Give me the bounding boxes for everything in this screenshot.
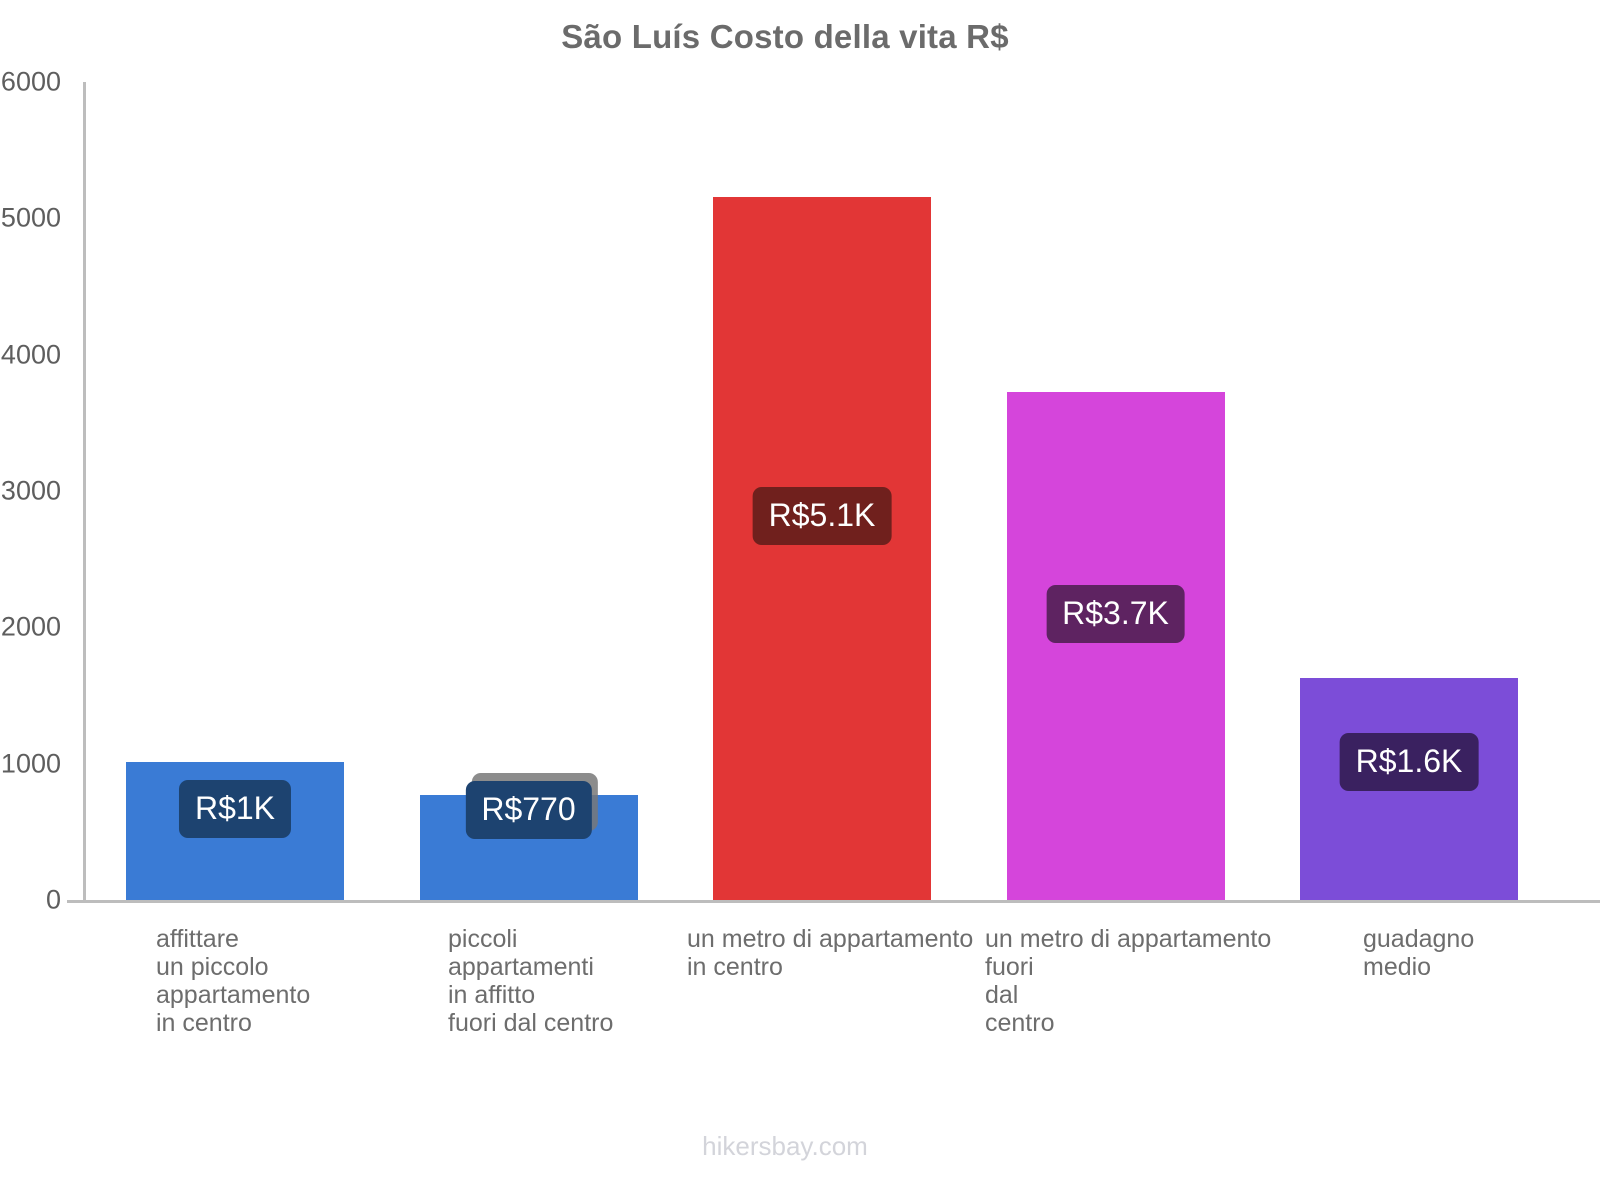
x-axis-category-label: guadagno medio bbox=[1363, 925, 1475, 981]
y-axis-tick-label: 3000 bbox=[0, 475, 61, 506]
y-axis-tick-label: 0 bbox=[45, 884, 61, 915]
y-axis-line bbox=[83, 82, 86, 900]
bar[interactable]: R$5.1K bbox=[713, 196, 931, 900]
x-axis-category-label: un metro di appartamento in centro bbox=[687, 925, 974, 981]
y-axis-tick-label: 4000 bbox=[0, 339, 61, 370]
bar[interactable]: R$1.6K bbox=[1300, 677, 1518, 900]
bar-rect bbox=[713, 196, 931, 900]
bar[interactable]: R$3.7K bbox=[1006, 391, 1225, 900]
bar-rect bbox=[1006, 391, 1225, 900]
footer-watermark: hikersbay.com bbox=[702, 1131, 868, 1161]
bar[interactable]: R$1K bbox=[126, 762, 344, 900]
bar-value-label: R$3.7K bbox=[1046, 584, 1185, 643]
x-axis-category-label: affittare un piccolo appartamento in cen… bbox=[156, 925, 311, 1037]
y-axis-tick-label: 6000 bbox=[0, 66, 61, 97]
bar[interactable]: R$770 bbox=[419, 781, 638, 900]
y-axis-tick-label: 1000 bbox=[0, 748, 61, 779]
bar-value-label: R$1K bbox=[178, 780, 292, 839]
bar-value-label: R$770 bbox=[465, 781, 592, 840]
y-axis-tick-label: 5000 bbox=[0, 202, 61, 233]
y-axis-tick-label: 2000 bbox=[0, 611, 61, 642]
x-axis-category-label: piccoli appartamenti in affitto fuori da… bbox=[448, 925, 614, 1037]
x-axis-category-label: un metro di appartamento fuori dal centr… bbox=[985, 925, 1272, 1037]
bar-value-label: R$5.1K bbox=[752, 486, 892, 545]
plot-area: 0 1000 2000 3000 4000 5000 6000 R$1K R$770 R$5.1… bbox=[1, 67, 1600, 915]
bar-value-label: R$1.6K bbox=[1339, 732, 1479, 791]
x-axis-line bbox=[67, 900, 1600, 903]
page-title: São Luís Costo della vita R$ bbox=[561, 18, 1009, 55]
